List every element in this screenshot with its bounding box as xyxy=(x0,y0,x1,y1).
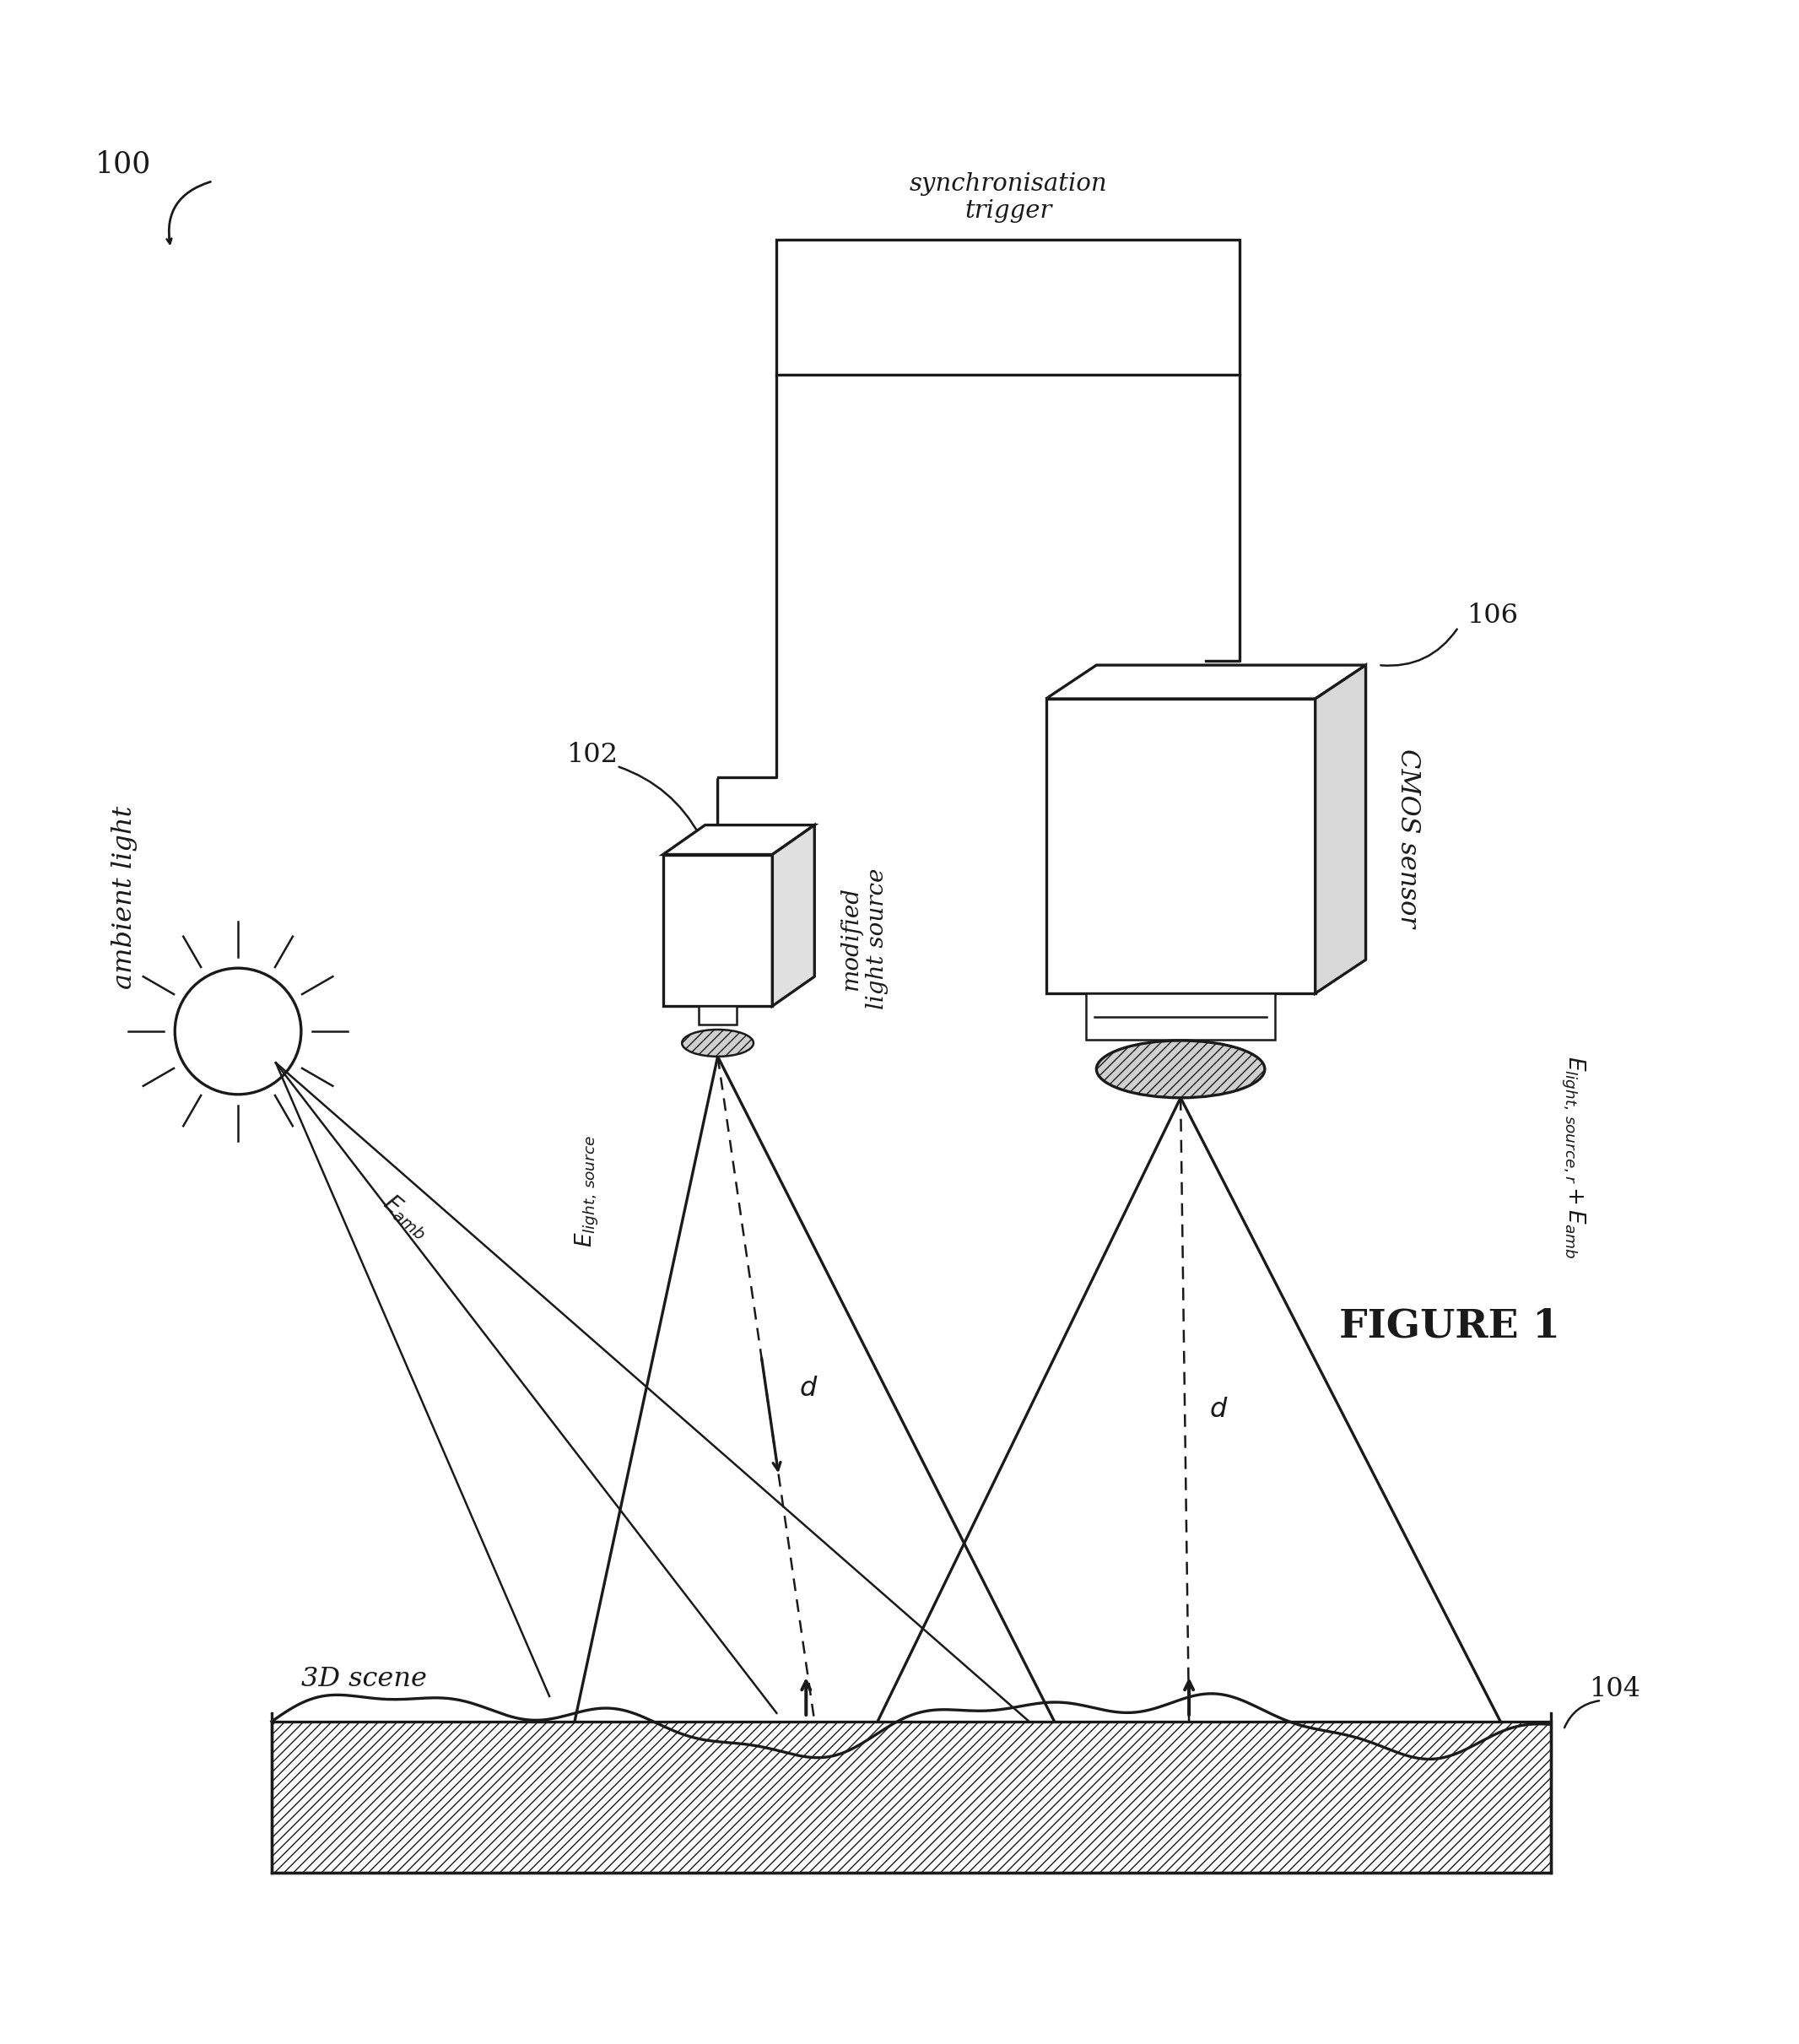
Polygon shape xyxy=(1045,664,1365,699)
Text: CMOS sensor: CMOS sensor xyxy=(1396,748,1421,928)
Text: $d$: $d$ xyxy=(799,1376,819,1402)
Text: ambient light: ambient light xyxy=(112,805,137,989)
Text: $E_{light,\/ source}$: $E_{light,\/ source}$ xyxy=(574,1134,601,1247)
Text: 100: 100 xyxy=(95,149,151,178)
Bar xyxy=(698,1006,736,1024)
Text: $E_{amb}$: $E_{amb}$ xyxy=(378,1190,434,1243)
Bar xyxy=(664,854,772,1006)
Polygon shape xyxy=(1315,664,1365,993)
Polygon shape xyxy=(772,826,815,1006)
Text: $d$: $d$ xyxy=(1209,1396,1229,1423)
Polygon shape xyxy=(664,826,815,854)
Text: 106: 106 xyxy=(1466,603,1518,630)
Bar xyxy=(1087,993,1275,1040)
Ellipse shape xyxy=(682,1030,754,1057)
Text: 102: 102 xyxy=(567,742,617,769)
Text: synchronisation
trigger: synchronisation trigger xyxy=(908,172,1106,223)
Ellipse shape xyxy=(1096,1040,1265,1098)
Text: FIGURE 1: FIGURE 1 xyxy=(1340,1306,1560,1345)
Text: $E_{light,\/ source,r} + E_{amb}$: $E_{light,\/ source,r} + E_{amb}$ xyxy=(1560,1057,1587,1259)
Text: modified
light source: modified light source xyxy=(840,869,889,1010)
Bar xyxy=(777,239,1240,374)
Text: 104: 104 xyxy=(1589,1676,1641,1703)
Bar xyxy=(272,1721,1551,1872)
Text: 3D scene: 3D scene xyxy=(300,1666,426,1692)
Bar xyxy=(1045,699,1315,993)
